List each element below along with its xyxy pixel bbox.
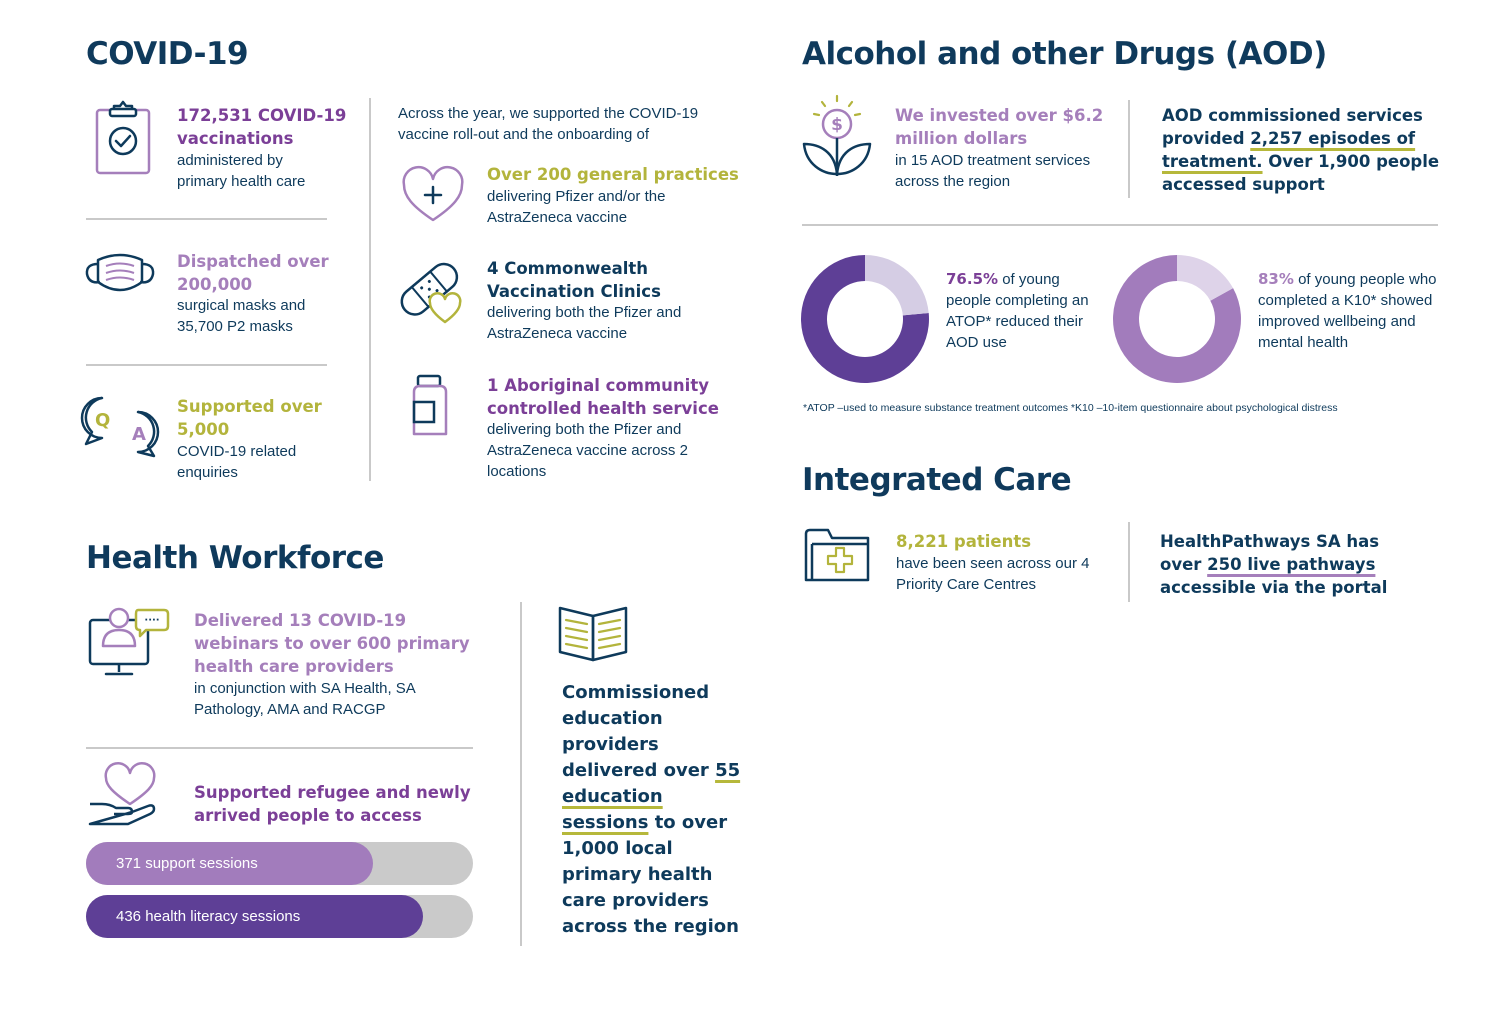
health-literacy-sessions-bar-fill: [86, 895, 423, 938]
covid-heading: COVID-19: [86, 36, 249, 72]
episodes-count: 2,257 episodes of treatment.: [1162, 129, 1416, 171]
divider: [86, 364, 327, 366]
education-post: to over 1,000 local primary health care …: [562, 812, 739, 937]
column-divider: [1128, 522, 1130, 602]
column-divider: [369, 98, 371, 481]
atop-percent: 76.5%: [946, 270, 999, 288]
k10-text: of young people who completed a K10* sho…: [1258, 271, 1437, 351]
webinar-monitor-icon: ····: [88, 607, 170, 676]
episodes-text: AOD commissioned services provided 2,257…: [1162, 104, 1442, 196]
webinar-text: in conjunction with SA Health, SA Pathol…: [194, 680, 415, 718]
donut-slice-rest: [865, 255, 929, 316]
gp-text: delivering Pfizer and/or the AstraZeneca…: [487, 188, 666, 226]
hand-heart-icon: [88, 761, 156, 826]
donut-slice-rest: [1177, 255, 1234, 301]
aod-heading: Alcohol and other Drugs (AOD): [802, 36, 1327, 72]
healthpathways-text: HealthPathways SA has over 250 live path…: [1160, 530, 1410, 599]
vaccinations-text: administered by primary health care: [177, 152, 306, 190]
enquiries-highlight: Supported over 5,000: [177, 397, 322, 439]
healthpathways-count: 250 live pathways: [1207, 555, 1376, 574]
atop-donut-chart: [801, 255, 929, 383]
vaccine-vial-icon: [412, 374, 448, 436]
support-sessions-bar: 371 support sessions: [86, 842, 473, 885]
open-book-icon: [558, 606, 628, 662]
patients-text: have been seen across our 4 Priority Car…: [896, 555, 1090, 593]
divider: [86, 218, 327, 220]
healthpathways-post: accessible via the portal: [1160, 578, 1388, 597]
k10-donut-chart: [1113, 255, 1241, 383]
chat-dots: ····: [144, 615, 159, 626]
gp-highlight: Over 200 general practices: [487, 165, 739, 184]
workforce-heading: Health Workforce: [86, 540, 384, 576]
money-plant-icon: $: [802, 94, 872, 176]
cvc-text: delivering both the Pfizer and AstraZene…: [487, 304, 682, 342]
health-literacy-sessions-label: 436 health literacy sessions: [116, 908, 301, 925]
atop-text: of young people completing an ATOP* redu…: [946, 271, 1089, 351]
qa-bubbles-icon: Q A: [80, 396, 160, 458]
investment-highlight: We invested over $6.2 million dollars: [895, 106, 1104, 148]
acchs-highlight: 1 Aboriginal community controlled health…: [487, 374, 747, 420]
health-literacy-sessions-bar: 436 health literacy sessions: [86, 895, 473, 938]
divider: [86, 747, 473, 749]
k10-stat: 83% of young people who completed a K10*…: [1258, 269, 1438, 353]
episodes-pre: AOD commissioned services provided: [1162, 106, 1423, 148]
face-mask-icon: [85, 253, 155, 292]
education-sessions-count: 55 education sessions: [562, 760, 741, 833]
patients-highlight: 8,221 patients: [896, 532, 1032, 551]
aod-footnote: *ATOP –used to measure substance treatme…: [803, 402, 1338, 414]
medical-folder-icon: [804, 528, 870, 582]
healthpathways-pre: HealthPathways SA has over: [1160, 532, 1380, 574]
education-pre: Commissioned education providers deliver…: [562, 682, 716, 781]
vaccinations-highlight: 172,531 COVID-19 vaccinations: [177, 106, 347, 148]
divider: [802, 224, 1438, 226]
donut-slice-main: [801, 255, 929, 383]
qa-a-letter: A: [132, 424, 146, 445]
refugee-highlight: Supported refugee and newly arrived peop…: [194, 783, 471, 825]
column-divider: [1128, 100, 1130, 198]
cvc-highlight: 4 Commonwealth Vaccination Clinics: [487, 259, 661, 301]
masks-text: surgical masks and 35,700 P2 masks: [177, 297, 306, 335]
column-divider: [520, 602, 522, 946]
education-sessions-text: Commissioned education providers deliver…: [562, 680, 747, 940]
investment-text: in 15 AOD treatment services across the …: [895, 152, 1091, 190]
support-sessions-label: 371 support sessions: [116, 855, 258, 872]
enquiries-text: COVID-19 related enquiries: [177, 443, 297, 481]
qa-q-letter: Q: [95, 410, 110, 431]
clipboard-check-icon: [95, 100, 151, 175]
bandage-heart-icon: [400, 262, 462, 324]
heart-plus-icon: [402, 166, 464, 222]
dollar-sign: $: [831, 115, 843, 135]
webinar-highlight: Delivered 13 COVID-19 webinars to over 6…: [194, 611, 470, 676]
support-sessions-bar-fill: [86, 842, 373, 885]
integrated-heading: Integrated Care: [802, 462, 1072, 498]
acchs-text: delivering both the Pfizer and AstraZene…: [487, 421, 688, 480]
atop-stat: 76.5% of young people completing an ATOP…: [946, 269, 1106, 353]
episodes-post: Over 1,900 people accessed support: [1162, 152, 1440, 194]
donut-slice-main: [1113, 255, 1241, 383]
masks-highlight: Dispatched over 200,000: [177, 252, 329, 294]
acchs-highlight-text: 1 Aboriginal community controlled health…: [487, 376, 719, 418]
k10-percent: 83%: [1258, 270, 1294, 288]
covid-intro: Across the year, we supported the COVID-…: [398, 105, 699, 143]
